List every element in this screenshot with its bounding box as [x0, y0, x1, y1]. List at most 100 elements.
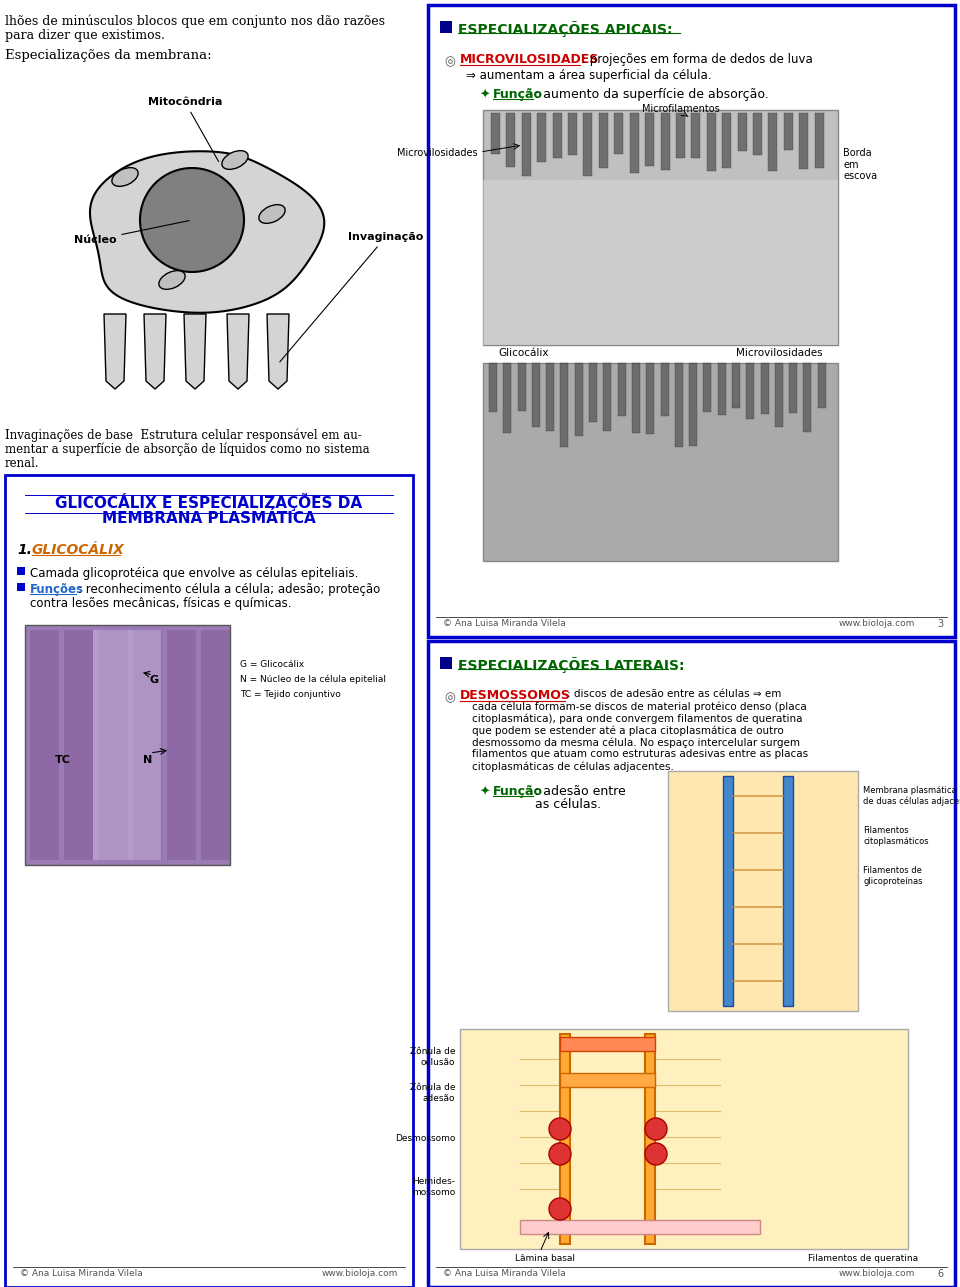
Bar [799, 113, 808, 169]
Bar [64, 631, 93, 860]
Text: Membrana plasmática: Membrana plasmática [863, 786, 956, 795]
Text: Microfilamentos: Microfilamentos [641, 104, 719, 115]
Text: Lâmina basal: Lâmina basal [515, 1254, 575, 1263]
Ellipse shape [222, 151, 248, 170]
Text: © Ana Luisa Miranda Vilela: © Ana Luisa Miranda Vilela [443, 1269, 565, 1278]
Text: www.bioloja.com: www.bioloja.com [839, 619, 915, 628]
Text: ⇒ aumentam a área superficial da célula.: ⇒ aumentam a área superficial da célula. [466, 69, 711, 82]
Bar [818, 363, 826, 408]
Bar [789, 363, 797, 413]
Bar [775, 363, 782, 427]
Bar [645, 1033, 655, 1245]
Polygon shape [267, 314, 289, 389]
Text: desmossomo da mesma célula. No espaço intercelular surgem: desmossomo da mesma célula. No espaço in… [472, 737, 800, 748]
Bar [507, 113, 516, 167]
Text: citoplasmática), para onde convergem filamentos de queratina: citoplasmática), para onde convergem fil… [472, 713, 803, 723]
Bar [815, 113, 824, 169]
Bar [167, 631, 196, 860]
Text: Microvilosidades: Microvilosidades [397, 148, 478, 158]
Text: Especializações da membrana:: Especializações da membrana: [5, 49, 211, 62]
Text: ◎: ◎ [444, 691, 455, 704]
Bar [668, 771, 858, 1012]
Circle shape [645, 1143, 667, 1165]
Text: para dizer que existimos.: para dizer que existimos. [5, 30, 165, 42]
Text: Zônula de: Zônula de [410, 1082, 455, 1091]
Text: 3: 3 [937, 619, 943, 629]
Text: Borda
em
escova: Borda em escova [843, 148, 877, 181]
Bar [737, 113, 747, 151]
Text: glicoproteínas: glicoproteínas [863, 876, 923, 885]
Text: cada célula formam-se discos de material protéico denso (placa: cada célula formam-se discos de material… [472, 701, 806, 712]
Text: Zônula de: Zônula de [410, 1048, 455, 1057]
Polygon shape [227, 314, 249, 389]
Text: renal.: renal. [5, 457, 39, 470]
Text: ✦: ✦ [480, 786, 491, 799]
Bar [575, 363, 583, 436]
Bar [25, 625, 230, 865]
Text: DESMOSSOMOS: DESMOSSOMOS [460, 689, 571, 701]
Text: GLICOCÁLIX E ESPECIALIZAÇÕES DA: GLICOCÁLIX E ESPECIALIZAÇÕES DA [56, 493, 363, 511]
Bar [560, 1037, 655, 1051]
Text: Glicocálix: Glicocálix [498, 347, 548, 358]
Bar [732, 363, 740, 408]
Polygon shape [90, 152, 324, 313]
Text: filamentos que atuam como estruturas adesivas entre as placas: filamentos que atuam como estruturas ade… [472, 749, 808, 759]
Bar [707, 113, 716, 171]
Bar [691, 113, 700, 158]
Text: Hemides-: Hemides- [412, 1178, 455, 1187]
Bar [440, 656, 452, 669]
Bar [98, 631, 128, 860]
Text: Mitocôndria: Mitocôndria [148, 97, 222, 162]
Bar [201, 631, 230, 860]
Bar [804, 363, 811, 432]
Text: GLICOCÁLIX: GLICOCÁLIX [32, 543, 125, 557]
Ellipse shape [259, 205, 285, 224]
Bar [440, 21, 452, 33]
Bar [746, 363, 755, 420]
Text: Filamentos de: Filamentos de [863, 866, 922, 875]
Text: oclusão: oclusão [420, 1058, 455, 1067]
Text: TC: TC [55, 755, 71, 764]
Polygon shape [144, 314, 166, 389]
Text: © Ana Luisa Miranda Vilela: © Ana Luisa Miranda Vilela [20, 1269, 143, 1278]
Text: ESPECIALIZAÇÕES APICAIS:: ESPECIALIZAÇÕES APICAIS: [458, 21, 673, 37]
Text: Invaginação: Invaginação [279, 232, 423, 362]
Text: Camada glicoprotéica que envolve as células epiteliais.: Camada glicoprotéica que envolve as célu… [30, 568, 358, 580]
Text: mentar a superfície de absorção de líquidos como no sistema: mentar a superfície de absorção de líqui… [5, 443, 370, 457]
Polygon shape [104, 314, 126, 389]
Text: : reconhecimento célula a célula; adesão; proteção: : reconhecimento célula a célula; adesão… [78, 583, 380, 596]
Bar [614, 113, 623, 154]
Bar [538, 113, 546, 162]
Bar [522, 113, 531, 176]
Bar [722, 113, 732, 169]
Text: © Ana Luisa Miranda Vilela: © Ana Luisa Miranda Vilela [443, 619, 565, 628]
Bar [561, 363, 568, 447]
Circle shape [549, 1198, 571, 1220]
Text: G: G [150, 674, 159, 685]
Text: Funções: Funções [30, 583, 84, 596]
Bar [718, 363, 726, 414]
Text: N = Núcleo de la célula epitelial: N = Núcleo de la célula epitelial [240, 674, 386, 685]
Text: mossomo: mossomo [412, 1188, 455, 1197]
Bar [553, 113, 562, 158]
Bar [132, 631, 162, 860]
Text: Filamentos: Filamentos [863, 826, 908, 835]
Text: ✦: ✦ [480, 89, 491, 102]
Text: : aumento da superfície de absorção.: : aumento da superfície de absorção. [535, 88, 769, 100]
Bar [503, 363, 512, 432]
Text: que podem se estender até a placa citoplasmática de outro: que podem se estender até a placa citopl… [472, 725, 783, 735]
Text: MICROVILOSIDADES: MICROVILOSIDADES [460, 53, 599, 66]
Bar [783, 776, 793, 1006]
Bar [483, 180, 838, 345]
Bar [630, 113, 638, 172]
Text: citoplasmáticas de células adjacentes.: citoplasmáticas de células adjacentes. [472, 761, 674, 771]
Text: adesão: adesão [422, 1094, 455, 1103]
Bar [753, 113, 762, 154]
Bar [483, 109, 838, 345]
Text: MEMBRANA PLASMÁTICA: MEMBRANA PLASMÁTICA [102, 511, 316, 526]
Bar [93, 631, 161, 860]
Bar [428, 641, 955, 1287]
Text: as células.: as células. [535, 798, 601, 811]
Text: lhões de minúsculos blocos que em conjunto nos dão razões: lhões de minúsculos blocos que em conjun… [5, 15, 385, 28]
Text: Função: Função [493, 88, 543, 100]
